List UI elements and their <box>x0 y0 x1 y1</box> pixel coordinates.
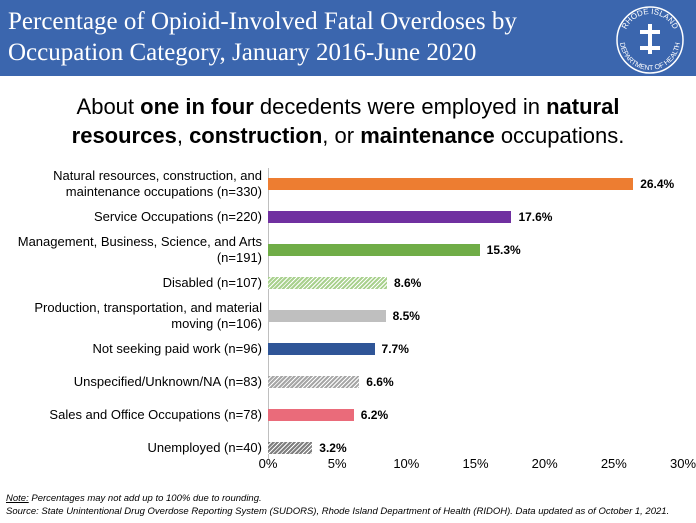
header-band: Percentage of Opioid-Involved Fatal Over… <box>0 0 696 76</box>
value-label: 6.6% <box>366 375 394 389</box>
subtitle-part: construction <box>189 123 323 148</box>
subtitle: About one in four decedents were employe… <box>20 92 676 150</box>
logo: RHODE ISLAND DEPARTMENT OF HEALTH <box>616 6 684 74</box>
x-tick-label: 20% <box>531 456 558 471</box>
y-tick-label: Not seeking paid work (n=96) <box>92 341 262 356</box>
subtitle-part: , <box>176 123 190 148</box>
bar <box>268 178 634 190</box>
value-label: 8.5% <box>392 309 420 323</box>
x-tick-label: 25% <box>600 456 627 471</box>
value-label: 17.6% <box>518 210 553 224</box>
bar <box>268 409 354 421</box>
bar <box>268 277 387 289</box>
value-label: 6.2% <box>360 408 389 422</box>
subtitle-part: , or <box>322 123 361 148</box>
y-tick-label: Natural resources, construction, and mai… <box>53 168 262 199</box>
x-tick-label: 15% <box>462 456 489 471</box>
source: Source: State Unintentional Drug Overdos… <box>6 506 670 517</box>
x-tick-label: 30% <box>669 456 696 471</box>
subtitle-part: maintenance <box>360 123 495 148</box>
bar <box>268 442 313 454</box>
subtitle-part: decedents were employed in <box>253 94 547 119</box>
value-label: 15.3% <box>486 243 521 257</box>
note-text: Percentages may not add up to 100% due t… <box>28 493 262 504</box>
bar <box>268 211 512 223</box>
y-tick-label: Unspecified/Unknown/NA (n=83) <box>73 374 262 389</box>
x-tick-label: 10% <box>393 456 420 471</box>
note: Note: Percentages may not add up to 100%… <box>6 493 262 504</box>
y-tick-label: Unemployed (n=40) <box>147 440 262 455</box>
note-label: Note: <box>6 493 29 504</box>
bar <box>268 244 480 256</box>
subtitle-part: one in four <box>140 94 254 119</box>
value-label: 3.2% <box>319 441 347 455</box>
bar <box>268 310 386 322</box>
y-tick-label: Service Occupations (n=220) <box>93 209 262 224</box>
y-tick-label: Sales and Office Occupations (n=78) <box>49 407 262 422</box>
value-label: 8.6% <box>393 276 422 290</box>
y-tick-label: Production, transportation, and material… <box>34 300 262 331</box>
value-label: 7.7% <box>381 342 409 356</box>
bar <box>268 343 375 355</box>
value-label: 26.4% <box>640 177 675 191</box>
subtitle-part: About <box>76 94 141 119</box>
subtitle-part: natural resources <box>71 94 620 148</box>
y-tick-label: Management, Business, Science, and Arts … <box>17 234 262 265</box>
subtitle-part: occupations. <box>494 123 625 148</box>
x-tick-label: 5% <box>327 456 347 471</box>
chart-title: Percentage of Opioid-Involved Fatal Over… <box>8 8 517 66</box>
x-tick-label: 0% <box>258 456 278 471</box>
bar <box>268 376 360 388</box>
y-tick-label: Disabled (n=107) <box>162 275 262 290</box>
